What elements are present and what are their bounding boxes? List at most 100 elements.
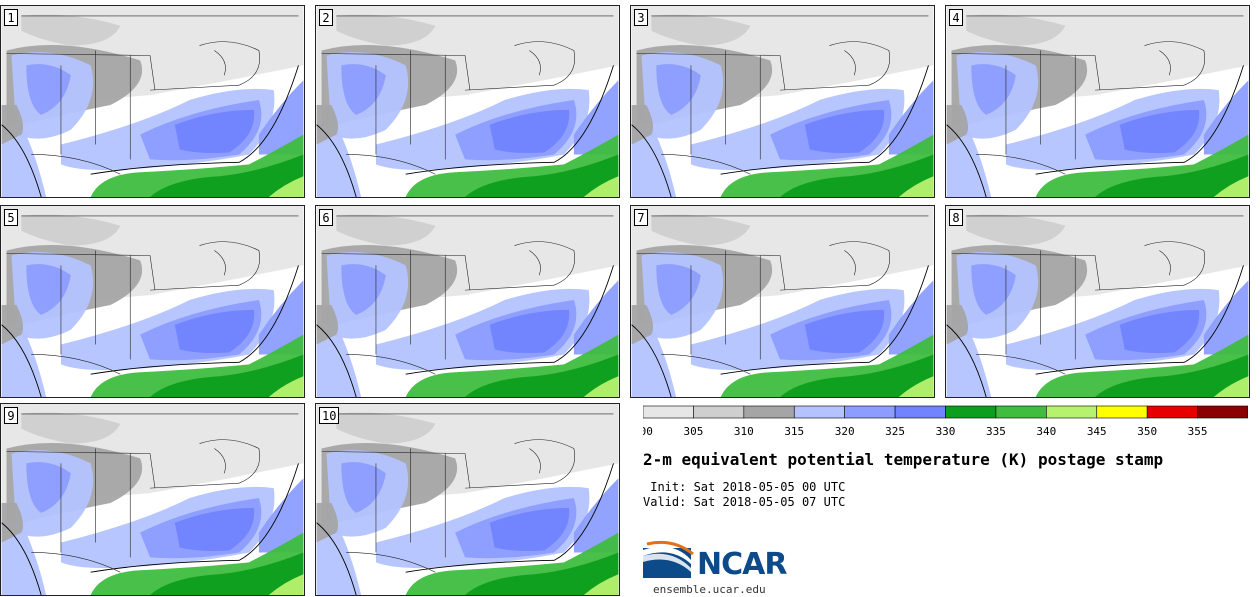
ensemble-member-map <box>946 6 1249 197</box>
member-panel-4: 4 <box>945 5 1250 198</box>
field-region <box>316 104 339 145</box>
state-border <box>951 253 1101 291</box>
field-region <box>268 376 304 397</box>
field-region <box>583 376 619 397</box>
state-border <box>31 552 121 573</box>
field-region <box>946 104 969 145</box>
state-border <box>214 250 226 276</box>
colorbar-tick-label: 325 <box>885 425 905 438</box>
field-region <box>26 64 71 115</box>
member-number-label: 5 <box>4 209 18 226</box>
state-border <box>1159 50 1171 76</box>
field-region <box>174 507 255 552</box>
field-region <box>336 412 436 444</box>
field-region <box>573 280 619 355</box>
field-region <box>336 14 436 46</box>
field-region <box>268 574 304 595</box>
field-region <box>1 304 24 345</box>
field-region <box>780 154 934 197</box>
coastline <box>90 65 299 175</box>
field-region <box>465 552 619 595</box>
field-region <box>1 104 24 145</box>
field-region <box>804 109 885 154</box>
member-panel-7: 7 <box>630 205 935 398</box>
ensemble-member-map <box>1 206 304 397</box>
field-region <box>21 214 121 246</box>
field-region <box>966 214 1066 246</box>
state-border <box>514 241 575 286</box>
state-border <box>321 53 471 91</box>
coastline <box>946 324 987 397</box>
state-border <box>844 50 856 76</box>
state-border <box>1144 241 1205 286</box>
field-region <box>656 64 701 115</box>
state-border <box>199 439 260 484</box>
member-number-label: 8 <box>949 209 963 226</box>
field-region <box>336 214 436 246</box>
colorbar-tick-label: 335 <box>986 425 1006 438</box>
field-region <box>21 412 121 444</box>
state-border <box>829 41 890 86</box>
state-border <box>976 154 1066 175</box>
colorbar-bin <box>995 405 1047 419</box>
state-border <box>661 154 751 175</box>
member-panel-8: 8 <box>945 205 1250 398</box>
field-region <box>631 304 654 345</box>
state-border <box>976 354 1066 375</box>
coastline <box>405 65 614 175</box>
colorbar-bin <box>1046 405 1098 419</box>
colorbar-bin <box>1096 405 1148 419</box>
member-panel-5: 5 <box>0 205 305 398</box>
field-region <box>1 502 24 543</box>
colorbar-tick-label: 320 <box>835 425 855 438</box>
field-region <box>174 309 255 354</box>
coastline <box>720 65 929 175</box>
member-number-label: 2 <box>319 9 333 26</box>
coastline <box>316 324 357 397</box>
colorbar-bin <box>793 405 845 419</box>
state-border <box>150 284 240 291</box>
field-region <box>341 462 386 513</box>
state-border <box>321 451 471 489</box>
member-panel-3: 3 <box>630 5 935 198</box>
field-region <box>1213 376 1249 397</box>
field-region <box>898 376 934 397</box>
member-number-label: 10 <box>319 407 340 424</box>
field-region <box>656 264 701 315</box>
field-region <box>573 80 619 155</box>
ensemble-member-map <box>946 206 1249 397</box>
state-border <box>844 250 856 276</box>
state-border <box>951 53 1101 91</box>
ensemble-member-map <box>631 6 934 197</box>
field-region <box>583 574 619 595</box>
field-region <box>258 280 304 355</box>
ensemble-url: ensemble.ucar.edu <box>653 583 766 596</box>
colorbar: 300 305 310 315 320 325 330 335 340 345 350 355 <box>643 405 1248 438</box>
member-panel-2: 2 <box>315 5 620 198</box>
field-region <box>268 176 304 197</box>
ensemble-member-map <box>316 206 619 397</box>
field-region <box>258 478 304 553</box>
member-number-label: 6 <box>319 209 333 226</box>
chart-title: 2-m equivalent potential temperature (K)… <box>643 450 1164 469</box>
colorbar-tick-label: 355 <box>1188 425 1208 438</box>
state-border <box>514 41 575 86</box>
field-region <box>898 176 934 197</box>
colorbar-bin <box>643 405 694 419</box>
coastline <box>946 124 987 197</box>
field-region <box>1119 309 1200 354</box>
ensemble-member-map <box>1 6 304 197</box>
colorbar-bin <box>844 405 896 419</box>
ensemble-member-map <box>631 206 934 397</box>
coastline <box>90 265 299 375</box>
state-border <box>31 354 121 375</box>
coastline <box>1 124 42 197</box>
state-border <box>214 50 226 76</box>
field-region <box>489 109 570 154</box>
state-border <box>1095 84 1185 91</box>
field-region <box>316 304 339 345</box>
state-border <box>780 284 870 291</box>
member-number-label: 4 <box>949 9 963 26</box>
field-region <box>631 104 654 145</box>
coastline <box>316 124 357 197</box>
